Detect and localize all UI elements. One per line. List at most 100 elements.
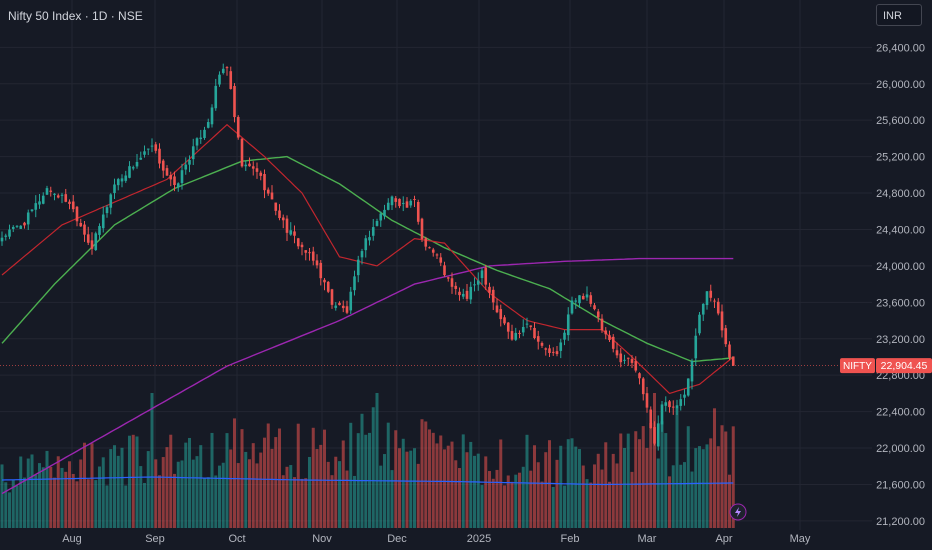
candle-body: [611, 336, 615, 349]
chart-title: Nifty 50 Index · 1D · NSE: [8, 9, 143, 23]
candle-body: [75, 206, 79, 222]
candle-body: [548, 348, 551, 353]
volume-bar: [330, 475, 334, 528]
volume-bar: [364, 434, 368, 528]
candle-body: [165, 168, 169, 176]
volume-bar: [731, 426, 735, 528]
candle-body: [184, 164, 188, 170]
candle-body: [308, 252, 311, 254]
volume-bar: [143, 482, 146, 528]
volume-bar: [341, 440, 345, 528]
candle-body: [536, 336, 540, 342]
volume-bar: [56, 456, 60, 528]
candle-body: [86, 234, 90, 243]
volume-bar: [473, 455, 476, 528]
volume-bar: [593, 464, 596, 528]
volume-bar: [128, 435, 131, 528]
candle-body: [233, 86, 236, 118]
volume-bar: [405, 451, 409, 528]
candle-body: [188, 160, 191, 165]
volume-bar: [518, 472, 521, 528]
candle-body: [154, 144, 158, 151]
volume-bar: [90, 443, 94, 528]
volume-bar: [34, 474, 38, 528]
volume-bar: [105, 485, 109, 528]
volume-bar: [139, 466, 143, 528]
volume-bar: [619, 433, 623, 528]
candle-body: [356, 259, 360, 276]
candle-body: [480, 270, 484, 279]
volume-bar: [124, 485, 128, 528]
candle-body: [300, 244, 304, 248]
candle-body: [176, 183, 180, 188]
candle-body: [56, 195, 60, 198]
volume-bar: [71, 473, 75, 528]
volume-bar: [679, 464, 683, 528]
candle-body: [311, 251, 315, 261]
volume-bar: [311, 427, 315, 528]
vol-ma-path: [1, 476, 734, 486]
candle-body: [334, 305, 338, 308]
currency-selector[interactable]: INR: [876, 4, 922, 26]
candle-body: [596, 311, 600, 318]
candle-body: [383, 209, 386, 217]
volume-bar: [98, 466, 101, 528]
candle-body: [495, 305, 499, 313]
volume-bar: [540, 481, 544, 528]
candle-body: [38, 201, 41, 205]
volume-bar: [581, 465, 585, 528]
x-tick-label: Sep: [145, 533, 165, 545]
volume-bar: [529, 470, 533, 528]
volume-bar: [626, 433, 630, 528]
candle-body: [671, 406, 675, 408]
candle-body: [109, 194, 113, 208]
volume-bar: [443, 449, 446, 528]
volume-bar: [641, 426, 645, 528]
candle-body: [446, 277, 450, 279]
candle-body: [413, 198, 416, 200]
y-tick-label: 23,200.00: [876, 334, 925, 346]
candle-body: [540, 342, 544, 346]
candle-body: [641, 378, 645, 395]
candle-body: [128, 166, 131, 178]
x-tick-label: Oct: [228, 533, 245, 545]
volume-bar: [499, 439, 503, 528]
candle-body: [278, 210, 281, 219]
y-axis-panel[interactable]: [872, 0, 932, 550]
candle-body: [259, 172, 263, 176]
replay-button[interactable]: [729, 503, 747, 521]
volume-bar: [289, 465, 293, 528]
volume-bar: [431, 432, 435, 528]
volume-bar: [491, 478, 495, 528]
candle-body: [326, 281, 330, 292]
volume-bar: [113, 445, 116, 528]
y-tick-label: 26,400.00: [876, 42, 925, 54]
volume-bar: [251, 443, 255, 528]
candle-body: [506, 322, 510, 332]
volume-bar: [375, 393, 379, 528]
candle-body: [8, 229, 11, 237]
candle-body: [64, 194, 68, 202]
volume-bar: [244, 451, 248, 528]
candle-body: [461, 293, 465, 297]
volume-bar: [555, 459, 559, 528]
volume-bar: [371, 407, 375, 528]
volume-bar: [683, 462, 686, 528]
candle-body: [581, 295, 585, 300]
candle-body: [443, 265, 446, 276]
candle-body: [679, 399, 683, 406]
volume-bar: [278, 428, 281, 528]
y-tick-label: 26,000.00: [876, 79, 925, 91]
candle-body: [143, 151, 146, 155]
candle-body: [131, 167, 135, 169]
candle-body: [195, 138, 199, 146]
candle-body: [544, 348, 548, 350]
volume-bar: [728, 474, 731, 528]
candle-body: [653, 427, 656, 444]
y-tick-label: 22,000.00: [876, 443, 925, 455]
volume-bar: [724, 431, 728, 528]
candle-body: [375, 220, 379, 226]
candle-body: [709, 290, 713, 298]
volume-bar: [345, 470, 349, 528]
